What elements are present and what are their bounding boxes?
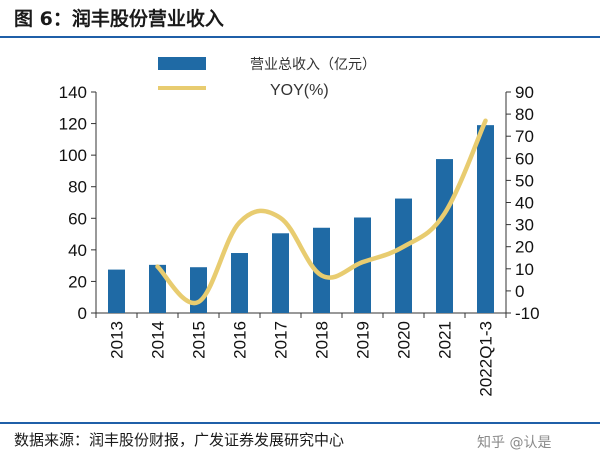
bar [354,217,371,313]
bar [436,159,453,313]
bar [272,233,289,313]
y-right-tick-label: 0 [515,282,524,301]
x-tick-label: 2014 [149,321,168,359]
legend-line-label: YOY(%) [270,82,329,99]
bar [395,198,412,313]
x-tick-label: 2017 [272,321,291,359]
watermark: 知乎 @认是 [477,435,552,451]
legend: 营业总收入（亿元） YOY(%) [158,56,376,99]
y-right-tick-label: 30 [515,216,534,235]
x-tick-label: 2021 [436,321,455,359]
y-right-tick-label: 70 [515,127,534,146]
chart-title: 图 6：润丰股份营业收入 [14,8,224,30]
bar [231,253,248,313]
bar [108,269,125,313]
y-right-tick-label: 20 [515,238,534,257]
x-tick-label: 2019 [354,321,373,359]
x-tick-label: 2018 [313,321,332,359]
yoy-line-path [155,118,488,306]
chart-svg: 营业总收入（亿元） YOY(%) 0 20 40 60 80 100 120 140 -10 0 1… [59,56,540,397]
x-tick-label: 2016 [231,321,250,359]
bar [477,125,494,314]
bar [313,227,330,313]
bar [149,264,166,313]
x-tick-labels: 2013 2014 2015 2016 2017 2018 2019 2020 2021 2022… [108,321,496,397]
y-left-tick-label: 120 [59,115,87,134]
y-left-tick-label: 100 [59,146,87,165]
legend-bar-label: 营业总收入（亿元） [250,56,376,72]
y-left-tick-label: 0 [78,304,87,323]
y-right-tick-label: 90 [515,83,534,102]
y-left-tick-label: 140 [59,83,87,102]
y-right-tick-label: 60 [515,149,534,168]
bars [108,125,494,314]
x-tick-label: 2013 [108,321,127,359]
x-tick-label: 2015 [190,321,209,359]
x-tick-label: 2022Q1-3 [477,321,496,397]
title-rule [0,36,600,38]
y-right-tick-label: -10 [515,304,540,323]
y-right-tick-label: 10 [515,260,534,279]
y-left-tick-label: 20 [68,272,87,291]
source-note: 数据来源：润丰股份财报，广发证券发展研究中心 [14,431,345,449]
legend-bar-swatch [158,57,206,70]
y-right-tick-label: 50 [515,171,534,190]
bar [190,267,207,313]
y-right-tick-label: 80 [515,105,534,124]
y-left-tick-label: 40 [68,241,87,260]
y-left-tick-label: 80 [68,178,87,197]
yoy-line [155,118,488,306]
y-right-tick-label: 40 [515,194,534,213]
footer-rule [0,422,600,424]
x-tick-label: 2020 [395,321,414,359]
axes: 0 20 40 60 80 100 120 140 -10 0 10 20 30 40 50 60 70 80 90 [59,83,540,323]
y-left-tick-label: 60 [68,209,87,228]
